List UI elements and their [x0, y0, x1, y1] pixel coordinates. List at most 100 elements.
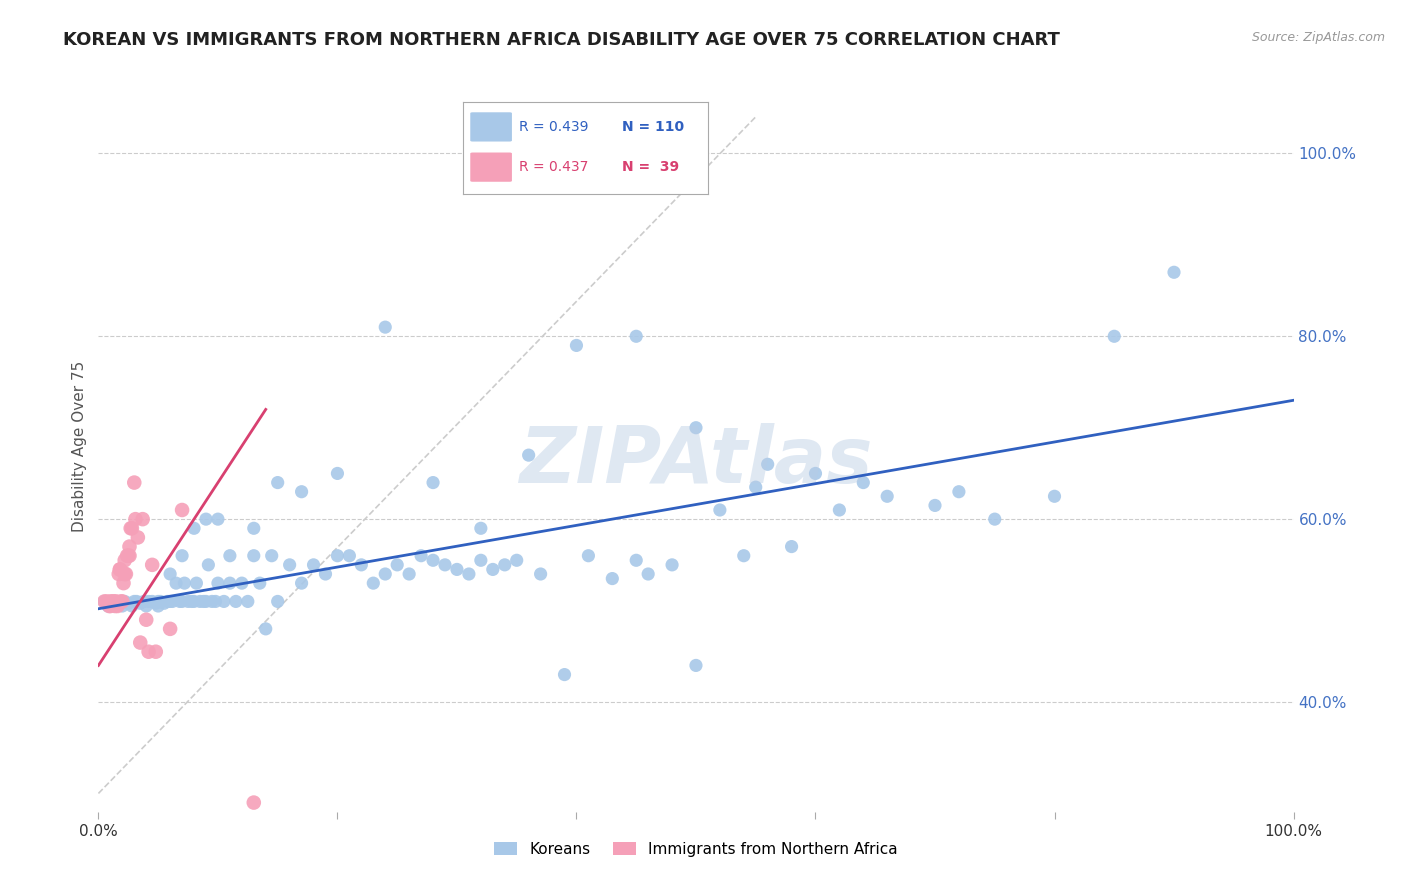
Point: [517, 448, 540, 462]
Point: [131, 512, 153, 526]
Point: [103, 596, 125, 610]
Point: [118, 549, 141, 563]
Point: [156, 594, 179, 608]
Point: [188, 594, 211, 608]
Point: [984, 512, 1007, 526]
Point: [852, 475, 875, 490]
Point: [249, 576, 271, 591]
Point: [101, 594, 124, 608]
Point: [114, 567, 136, 582]
Point: [446, 562, 468, 576]
Point: [350, 558, 373, 572]
Point: [110, 594, 132, 608]
Point: [165, 576, 187, 591]
Point: [114, 553, 136, 567]
Point: [470, 553, 492, 567]
Point: [138, 594, 160, 608]
Point: [212, 594, 235, 608]
Point: [149, 594, 172, 608]
Text: KOREAN VS IMMIGRANTS FROM NORTHERN AFRICA DISABILITY AGE OVER 75 CORRELATION CHA: KOREAN VS IMMIGRANTS FROM NORTHERN AFRIC…: [63, 31, 1060, 49]
Point: [172, 594, 194, 608]
Point: [153, 596, 176, 610]
Point: [422, 475, 444, 490]
Point: [124, 512, 146, 526]
Point: [195, 594, 218, 608]
Point: [780, 540, 803, 554]
Point: [104, 599, 127, 613]
Point: [1163, 265, 1185, 279]
Point: [183, 594, 205, 608]
Point: [302, 558, 325, 572]
Point: [363, 576, 385, 591]
Point: [108, 562, 131, 576]
Point: [411, 549, 433, 563]
Point: [124, 475, 146, 490]
Point: [685, 658, 707, 673]
Point: [169, 594, 191, 608]
Point: [207, 512, 229, 526]
Y-axis label: Disability Age Over 75: Disability Age Over 75: [72, 360, 87, 532]
Point: [733, 549, 755, 563]
Point: [141, 558, 163, 572]
Point: [145, 645, 167, 659]
Point: [129, 635, 152, 649]
Point: [626, 553, 648, 567]
Point: [98, 599, 122, 613]
Point: [105, 594, 128, 608]
Point: [565, 338, 588, 352]
Point: [118, 540, 141, 554]
Point: [494, 558, 516, 572]
Point: [225, 594, 247, 608]
Point: [180, 594, 202, 608]
Point: [117, 549, 139, 563]
Point: [236, 594, 259, 608]
Point: [159, 594, 181, 608]
Point: [828, 503, 851, 517]
Point: [278, 558, 301, 572]
Point: [108, 562, 131, 576]
Point: [339, 549, 361, 563]
Point: [138, 645, 160, 659]
Legend: Koreans, Immigrants from Northern Africa: Koreans, Immigrants from Northern Africa: [488, 836, 904, 863]
Point: [193, 594, 215, 608]
Point: [243, 796, 266, 810]
Point: [458, 567, 481, 582]
Point: [554, 667, 576, 681]
Text: ZIPAtlas: ZIPAtlas: [519, 423, 873, 499]
Point: [756, 457, 779, 471]
Point: [602, 572, 624, 586]
Point: [105, 596, 128, 610]
Point: [231, 576, 253, 591]
Point: [121, 521, 143, 535]
Point: [159, 622, 181, 636]
Point: [125, 594, 148, 608]
Point: [195, 512, 218, 526]
Point: [267, 475, 290, 490]
Point: [219, 549, 242, 563]
Point: [385, 558, 409, 572]
Point: [98, 594, 122, 608]
Point: [132, 594, 155, 608]
Point: [129, 596, 152, 610]
Point: [93, 594, 115, 608]
Point: [127, 530, 149, 544]
Point: [93, 594, 115, 608]
Point: [148, 599, 170, 613]
Point: [1043, 489, 1066, 503]
Point: [626, 329, 648, 343]
Point: [219, 576, 242, 591]
Point: [470, 521, 492, 535]
Point: [267, 594, 290, 608]
Point: [197, 558, 219, 572]
Point: [114, 594, 136, 608]
Point: [506, 553, 529, 567]
Point: [121, 599, 143, 613]
Point: [804, 467, 827, 481]
Point: [326, 467, 349, 481]
Point: [260, 549, 283, 563]
Point: [434, 558, 457, 572]
Point: [948, 484, 970, 499]
Point: [101, 599, 124, 613]
Point: [117, 596, 139, 610]
Point: [120, 521, 142, 535]
